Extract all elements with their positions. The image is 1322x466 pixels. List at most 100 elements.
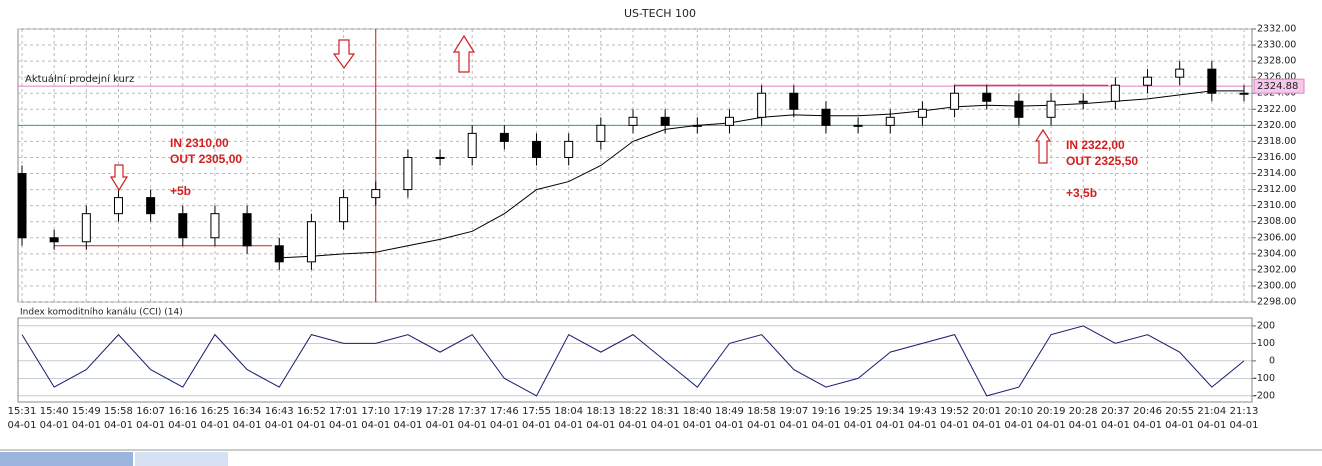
tab[interactable] (135, 452, 228, 466)
candle-body (499, 132, 509, 142)
candle-body (628, 116, 638, 126)
x-tick-label: 15:58 (104, 406, 133, 417)
candle-body (1046, 100, 1056, 118)
reference-label: Aktuální prodejní kurz (25, 73, 134, 85)
annotation: IN 2322,00 (1066, 138, 1125, 152)
x-date-label: 04-01 (426, 420, 455, 431)
cci-line (21, 325, 1245, 397)
arrow-down (109, 164, 129, 192)
x-date-label: 04-01 (168, 420, 197, 431)
y-tick-label: 2310.00 (1257, 200, 1296, 211)
x-tick-label: 19:52 (940, 406, 969, 417)
x-date-label: 04-01 (908, 420, 937, 431)
y-tick-label: 2330.00 (1257, 40, 1296, 51)
x-date-label: 04-01 (940, 420, 969, 431)
x-tick-label: 20:19 (1037, 406, 1066, 417)
x-tick-label: 20:37 (1101, 406, 1130, 417)
candle-body (1014, 100, 1024, 118)
x-date-label: 04-01 (458, 420, 487, 431)
x-tick-label: 19:16 (812, 406, 841, 417)
candle-body (371, 189, 381, 199)
annotation: +3,5b (1066, 186, 1097, 200)
x-tick-label: 16:43 (265, 406, 294, 417)
arrows (109, 34, 1052, 192)
y-tick-label: -200 (1253, 390, 1275, 401)
x-date-label: 04-01 (811, 420, 840, 431)
candle-body (885, 116, 895, 126)
y-tick-label: -100 (1253, 373, 1275, 384)
x-date-label: 04-01 (1004, 420, 1033, 431)
tab[interactable] (0, 452, 133, 466)
y-tick-label: 100 (1257, 338, 1275, 349)
candle-body (532, 140, 542, 158)
x-tick-label: 21:13 (1230, 406, 1259, 417)
candle-body (724, 116, 734, 126)
y-tick-label: 2300.00 (1257, 280, 1296, 291)
candle-body (306, 221, 316, 263)
x-tick-label: 15:40 (40, 406, 69, 417)
candle-body (692, 124, 702, 127)
x-date-label: 04-01 (490, 420, 519, 431)
x-tick-label: 19:43 (908, 406, 937, 417)
x-date-label: 04-01 (651, 420, 680, 431)
x-tick-label: 16:16 (168, 406, 197, 417)
candle-body (17, 173, 27, 239)
annotation: +5b (170, 184, 191, 198)
x-tick-label: 20:10 (1004, 406, 1033, 417)
annotation: OUT 2305,00 (170, 152, 242, 166)
candle-body (982, 92, 992, 102)
annotation: OUT 2325,50 (1066, 154, 1138, 168)
x-date-label: 04-01 (1037, 420, 1066, 431)
x-date-label: 04-01 (136, 420, 165, 431)
y-tick-label: 2318.00 (1257, 136, 1296, 147)
x-tick-label: 19:07 (779, 406, 808, 417)
x-tick-label: 16:34 (233, 406, 262, 417)
x-date-label: 04-01 (683, 420, 712, 431)
candle-body (917, 108, 927, 118)
arrow-up (452, 34, 476, 73)
y-tick-label: 2298.00 (1257, 297, 1296, 308)
x-tick-label: 17:46 (490, 406, 519, 417)
candle-body (113, 197, 123, 215)
y-tick-label: 2316.00 (1257, 152, 1296, 163)
chart-title: US-TECH 100 (624, 7, 696, 20)
x-tick-label: 19:25 (844, 406, 873, 417)
candle-body (81, 213, 91, 243)
candle-body (467, 132, 477, 158)
candle-body (564, 140, 574, 158)
x-date-label: 04-01 (1165, 420, 1194, 431)
y-tick-label: 2322.00 (1257, 104, 1296, 115)
x-tick-label: 15:49 (72, 406, 101, 417)
x-date-label: 04-01 (361, 420, 390, 431)
x-date-label: 04-01 (1069, 420, 1098, 431)
x-tick-label: 18:22 (619, 406, 648, 417)
candle-body (853, 124, 863, 127)
candle-body (1078, 100, 1088, 103)
x-tick-label: 21:04 (1197, 406, 1226, 417)
y-tick-label: 2320.00 (1257, 120, 1296, 131)
x-date-label: 04-01 (233, 420, 262, 431)
x-date-label: 04-01 (747, 420, 776, 431)
x-date-label: 04-01 (1229, 420, 1258, 431)
x-tick-label: 16:25 (201, 406, 230, 417)
x-tick-label: 19:34 (876, 406, 905, 417)
candle-body (178, 213, 188, 239)
x-date-label: 04-01 (876, 420, 905, 431)
candle-body (757, 92, 767, 118)
x-date-label: 04-01 (844, 420, 873, 431)
candle-body (403, 156, 413, 191)
x-date-label: 04-01 (554, 420, 583, 431)
candle-body (660, 116, 670, 126)
cci-plot-frame (17, 317, 1253, 403)
x-tick-label: 17:28 (426, 406, 455, 417)
x-tick-label: 18:13 (586, 406, 615, 417)
candle-body (789, 92, 799, 110)
x-date-label: 04-01 (715, 420, 744, 431)
x-date-label: 04-01 (618, 420, 647, 431)
reference-value-box (1253, 78, 1305, 94)
candle-body (146, 197, 156, 215)
y-tick-label: 2332.00 (1257, 24, 1296, 35)
x-date-label: 04-01 (586, 420, 615, 431)
x-date-label: 04-01 (72, 420, 101, 431)
